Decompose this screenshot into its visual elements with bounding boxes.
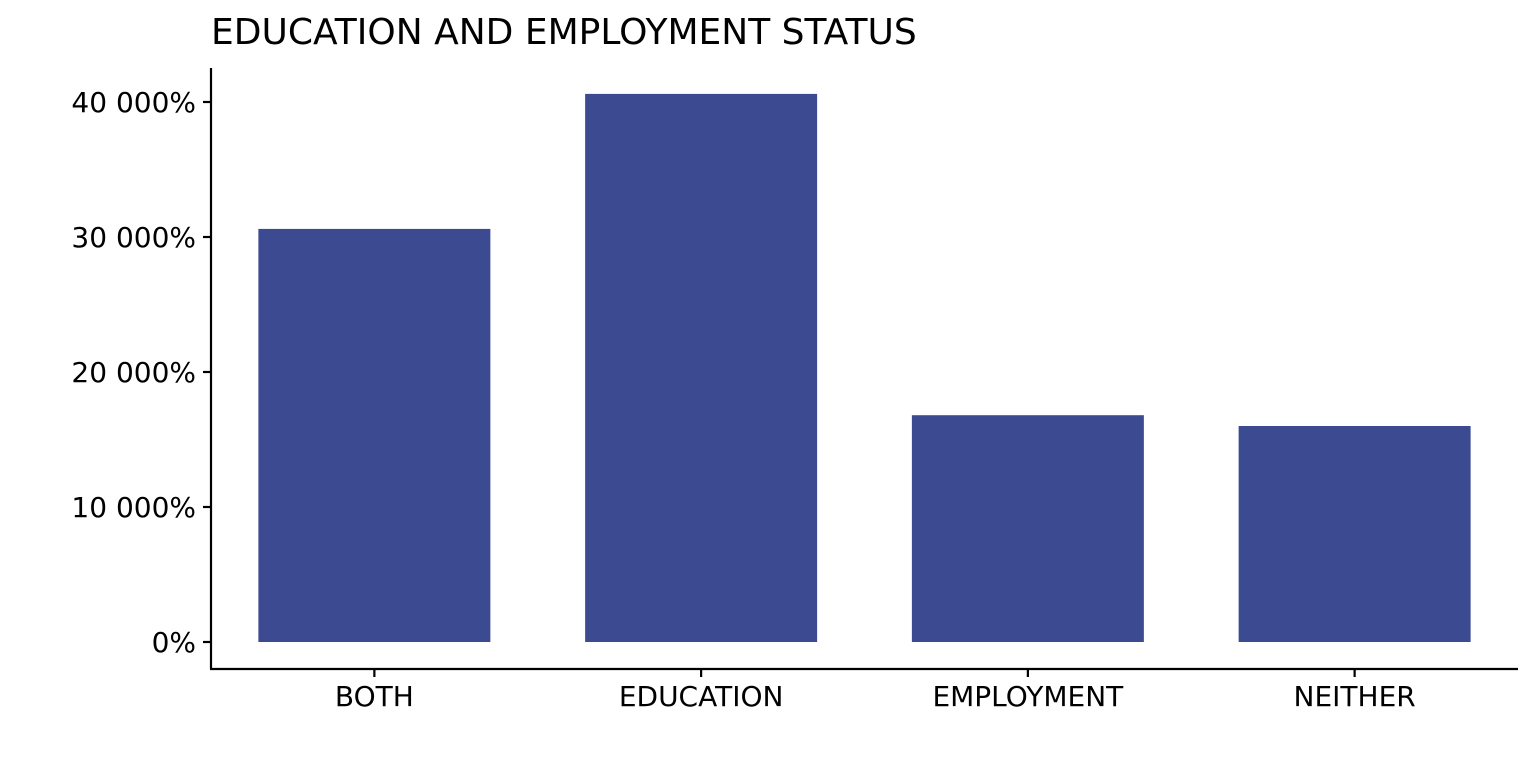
x-axis: BOTH EDUCATION EMPLOYMENT NEITHER	[210, 667, 1518, 713]
y-tick-label: 10 000%	[71, 491, 196, 524]
x-tick-label: NEITHER	[1294, 680, 1416, 713]
y-tick-label: 40 000%	[71, 86, 196, 119]
bar-employment	[911, 415, 1144, 642]
x-tick-label: BOTH	[335, 680, 414, 713]
y-tick-label: 30 000%	[71, 221, 196, 254]
bar-both	[258, 228, 491, 642]
x-tick-label: EMPLOYMENT	[932, 680, 1124, 713]
bar-education	[585, 93, 818, 642]
bar-neither	[1238, 426, 1471, 642]
y-axis: 0% 10 000% 20 000% 30 000% 40 000%	[71, 68, 213, 669]
x-tick-label: EDUCATION	[619, 680, 784, 713]
y-tick-label: 20 000%	[71, 356, 196, 389]
y-tick-label: 0%	[152, 626, 196, 659]
bars-group	[258, 93, 1471, 642]
chart-title: EDUCATION AND EMPLOYMENT STATUS	[211, 12, 917, 53]
